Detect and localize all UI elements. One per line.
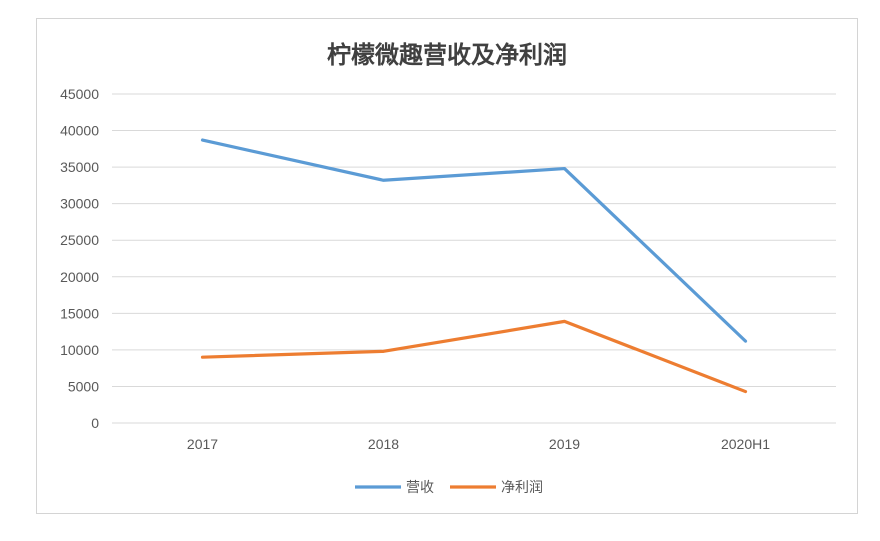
x-tick-label: 2017	[187, 436, 218, 452]
y-tick-label: 5000	[68, 378, 99, 394]
x-tick-label: 2019	[549, 436, 580, 452]
y-axis-ticks: 0 5000 10000 15000 20000 25000 30000 35000 40000…	[60, 86, 99, 431]
y-tick-label: 40000	[60, 123, 99, 139]
y-tick-label: 15000	[60, 305, 99, 321]
legend-label: 营收	[406, 480, 434, 496]
legend: 营收 净利润	[355, 480, 543, 496]
y-tick-label: 0	[91, 415, 99, 431]
y-tick-label: 20000	[60, 269, 99, 285]
legend-item-2: 净利润	[450, 480, 543, 496]
y-tick-label: 10000	[60, 342, 99, 358]
y-tick-label: 35000	[60, 159, 99, 175]
series-line-1	[200, 138, 748, 343]
chart-frame: 柠檬微趣营收及净利润	[36, 18, 858, 514]
chart-title: 柠檬微趣营收及净利润	[327, 41, 567, 69]
x-tick-label: 2020H1	[721, 436, 770, 452]
y-tick-label: 30000	[60, 196, 99, 212]
legend-label: 净利润	[501, 480, 543, 496]
series-line-2	[200, 319, 748, 394]
y-tick-label: 25000	[60, 232, 99, 248]
legend-item-1: 营收	[355, 480, 434, 496]
x-tick-label: 2018	[368, 436, 399, 452]
y-tick-label: 45000	[60, 86, 99, 102]
x-axis-ticks: 2017 2018 2019 2020H1	[187, 436, 770, 452]
series-lines	[200, 138, 748, 394]
